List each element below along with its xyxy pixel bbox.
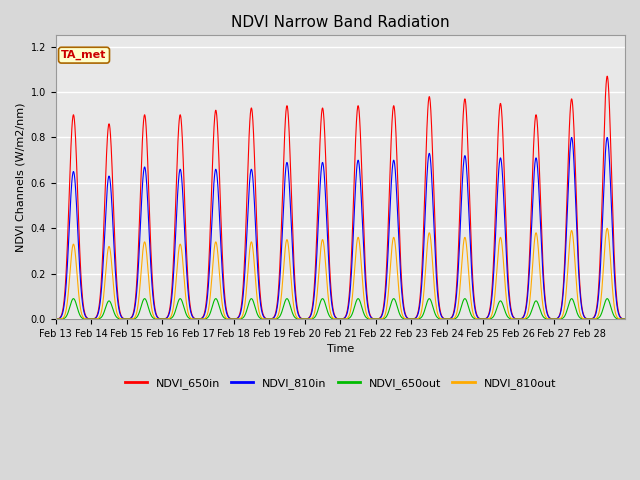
NDVI_650in xyxy=(463,134,471,140)
NDVI_650in xyxy=(534,132,542,137)
NDVI_810out xyxy=(604,226,611,231)
NDVI_810in xyxy=(621,316,629,322)
NDVI_810out xyxy=(615,316,623,322)
NDVI_650out xyxy=(500,305,508,311)
NDVI_650out xyxy=(534,301,542,307)
NDVI_810in xyxy=(463,181,471,187)
NDVI_650out xyxy=(464,301,472,307)
NDVI_810out xyxy=(621,316,629,322)
Line: NDVI_650out: NDVI_650out xyxy=(56,299,625,319)
NDVI_810in xyxy=(615,312,623,317)
NDVI_810out xyxy=(534,242,542,248)
Title: NDVI Narrow Band Radiation: NDVI Narrow Band Radiation xyxy=(231,15,450,30)
NDVI_810out xyxy=(413,316,421,322)
NDVI_650in xyxy=(604,73,611,79)
NDVI_810in xyxy=(604,134,611,140)
Legend: NDVI_650in, NDVI_810in, NDVI_650out, NDVI_810out: NDVI_650in, NDVI_810in, NDVI_650out, NDV… xyxy=(120,373,561,393)
Text: TA_met: TA_met xyxy=(61,50,107,60)
X-axis label: Time: Time xyxy=(326,344,354,354)
NDVI_650in xyxy=(52,316,60,322)
NDVI_650out xyxy=(621,316,629,322)
NDVI_650out xyxy=(413,316,421,322)
NDVI_650out xyxy=(52,316,60,322)
NDVI_810out xyxy=(52,316,60,322)
NDVI_810out xyxy=(500,264,508,269)
NDVI_810in xyxy=(168,290,176,296)
NDVI_810out xyxy=(463,254,471,260)
NDVI_810in xyxy=(52,316,60,322)
NDVI_650in xyxy=(413,312,421,318)
NDVI_650in xyxy=(615,310,623,316)
NDVI_650out xyxy=(615,316,623,322)
Line: NDVI_810in: NDVI_810in xyxy=(56,137,625,319)
NDVI_650out xyxy=(70,296,77,301)
NDVI_810in xyxy=(500,198,508,204)
Line: NDVI_650in: NDVI_650in xyxy=(56,76,625,319)
NDVI_810in xyxy=(534,171,542,177)
NDVI_650in xyxy=(168,280,176,286)
Line: NDVI_810out: NDVI_810out xyxy=(56,228,625,319)
NDVI_650in xyxy=(500,157,508,163)
NDVI_810out xyxy=(168,310,176,316)
NDVI_810in xyxy=(413,313,421,319)
NDVI_650out xyxy=(168,314,176,320)
Y-axis label: NDVI Channels (W/m2/nm): NDVI Channels (W/m2/nm) xyxy=(15,102,25,252)
NDVI_650in xyxy=(621,316,629,322)
